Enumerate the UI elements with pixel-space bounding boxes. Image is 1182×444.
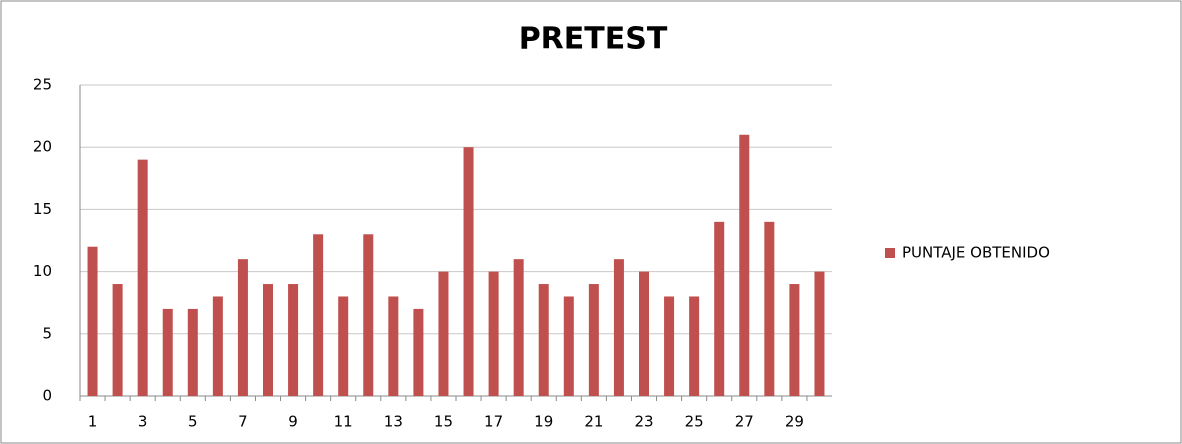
x-tick-label: 21 bbox=[584, 413, 603, 431]
x-tick-label: 9 bbox=[288, 413, 298, 431]
bar bbox=[639, 271, 649, 396]
bar bbox=[664, 296, 675, 396]
x-tick-label: 29 bbox=[785, 413, 804, 431]
bar bbox=[613, 259, 624, 396]
y-tick-label: 5 bbox=[42, 324, 52, 342]
y-tick-label: 20 bbox=[33, 138, 52, 156]
x-tick-label: 13 bbox=[384, 413, 403, 431]
x-tick-label: 23 bbox=[634, 413, 653, 431]
x-tick-label: 27 bbox=[735, 413, 754, 431]
bar bbox=[137, 159, 148, 396]
bar bbox=[388, 296, 399, 396]
bar bbox=[438, 271, 449, 396]
x-tick-label: 11 bbox=[334, 413, 353, 431]
bar bbox=[789, 284, 800, 396]
bar bbox=[488, 271, 499, 396]
bar bbox=[237, 259, 248, 396]
legend-swatch bbox=[885, 248, 895, 258]
bar bbox=[112, 284, 123, 396]
y-tick-label: 25 bbox=[33, 76, 52, 94]
bar bbox=[363, 234, 374, 396]
bar bbox=[162, 308, 173, 396]
bar bbox=[563, 296, 574, 396]
bar bbox=[187, 308, 198, 396]
y-tick-label: 10 bbox=[33, 262, 52, 280]
bar bbox=[212, 296, 223, 396]
bar bbox=[814, 271, 825, 396]
x-tick-label: 1 bbox=[88, 413, 98, 431]
bar bbox=[338, 296, 349, 396]
bar bbox=[313, 234, 324, 396]
x-tick-label: 7 bbox=[238, 413, 248, 431]
x-tick-label: 25 bbox=[685, 413, 704, 431]
bar bbox=[288, 284, 299, 396]
x-tick-label: 17 bbox=[484, 413, 503, 431]
bar bbox=[764, 221, 775, 396]
y-tick-label: 0 bbox=[42, 387, 52, 405]
x-tick-label: 5 bbox=[188, 413, 198, 431]
y-tick-label: 15 bbox=[33, 200, 52, 218]
bar bbox=[413, 308, 424, 396]
x-tick-label: 3 bbox=[138, 413, 148, 431]
bar bbox=[463, 147, 474, 396]
bar bbox=[588, 284, 599, 396]
legend-label: PUNTAJE OBTENIDO bbox=[902, 244, 1050, 262]
chart-title: PRETEST bbox=[519, 22, 668, 57]
bar bbox=[513, 259, 524, 396]
bar bbox=[263, 284, 273, 396]
bar bbox=[739, 134, 750, 396]
x-tick-label: 19 bbox=[534, 413, 553, 431]
bar bbox=[714, 221, 725, 396]
x-tick-label: 15 bbox=[434, 413, 453, 431]
bar bbox=[538, 284, 549, 396]
bar bbox=[87, 246, 98, 396]
bar bbox=[689, 296, 700, 396]
